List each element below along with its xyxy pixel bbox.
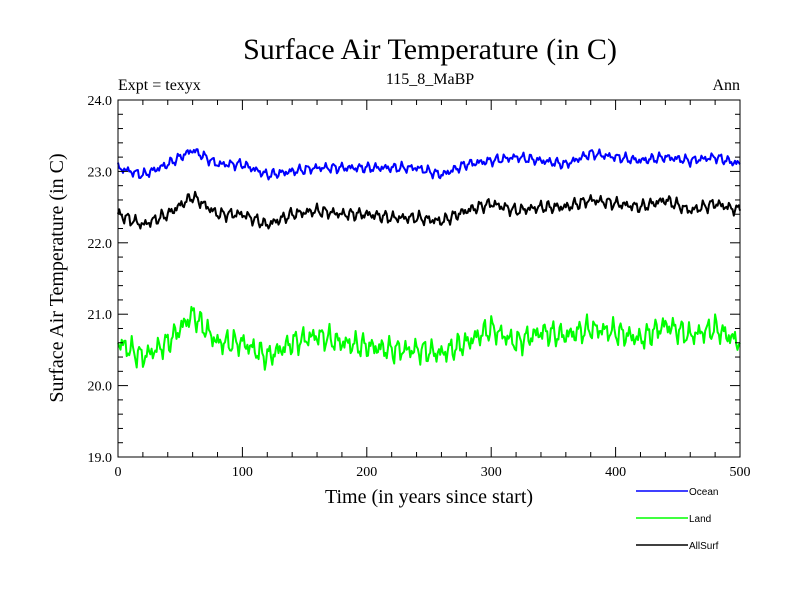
x-tick-label: 400 [605, 465, 626, 480]
chart-title: Surface Air Temperature (in C) [243, 33, 617, 66]
chart-subtitle: 115_8_MaBP [386, 71, 474, 88]
y-tick-label: 21.0 [88, 308, 113, 323]
x-axis: 0 100 200 300 400 500 [115, 100, 751, 480]
season-label: Ann [712, 77, 740, 94]
legend-label-ocean: Ocean [689, 487, 718, 498]
x-axis-label: Time (in years since start) [325, 486, 533, 508]
legend-label-land: Land [689, 514, 711, 525]
x-tick-label: 200 [356, 465, 377, 480]
y-tick-label: 20.0 [88, 380, 113, 395]
y-tick-label: 22.0 [88, 237, 113, 252]
y-tick-label: 19.0 [88, 451, 113, 466]
series-line-ocean [117, 148, 741, 181]
x-tick-label: 0 [115, 465, 122, 480]
experiment-label: Expt = texyx [118, 77, 201, 94]
plot-frame [117, 99, 741, 458]
plot-area [117, 99, 741, 458]
legend-label-allsurf: AllSurf [689, 541, 719, 552]
y-tick-label: 24.0 [88, 94, 113, 109]
series-line-allsurf [117, 190, 741, 230]
legend: Ocean Land AllSurf [636, 487, 719, 552]
y-axis-label: Surface Air Temperature (in C) [46, 153, 68, 402]
y-tick-label: 23.0 [88, 165, 113, 180]
x-tick-label: 300 [481, 465, 502, 480]
x-tick-label: 500 [730, 465, 751, 480]
series-line-land [117, 305, 741, 371]
x-tick-label: 100 [232, 465, 253, 480]
y-axis: 19.0 20.0 21.0 22.0 23.0 24.0 [88, 94, 740, 466]
